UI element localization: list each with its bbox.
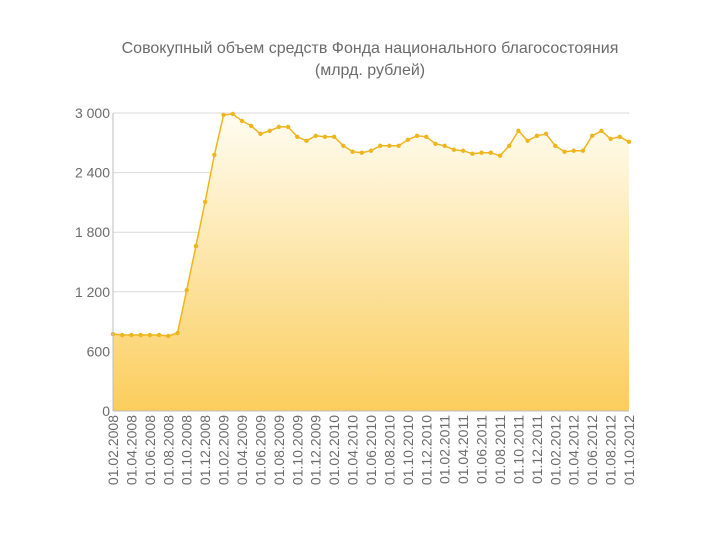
x-tick-label: 01.08.2010: [381, 415, 397, 485]
point: [617, 134, 622, 140]
area-fill: [113, 114, 629, 411]
point: [193, 243, 199, 249]
point: [488, 150, 493, 155]
x-tick-label: 01.06.2010: [363, 415, 379, 485]
x-tick-label: 01.08.2008: [160, 415, 176, 485]
point: [507, 143, 512, 148]
x-tick-label: 01.04.2009: [234, 415, 250, 485]
title-block: Совокупный объем средств Фонда националь…: [110, 38, 630, 82]
point: [497, 153, 503, 158]
x-tick-label: 01.06.2012: [584, 415, 600, 485]
point: [516, 128, 521, 134]
x-tick-label: 01.02.2010: [326, 415, 342, 485]
point: [249, 123, 254, 129]
point: [276, 124, 282, 130]
point: [341, 143, 346, 148]
point: [285, 124, 291, 130]
point: [543, 131, 549, 137]
point: [571, 148, 576, 153]
point: [525, 138, 530, 144]
x-tick-label: 01.02.2008: [105, 415, 121, 485]
x-tick-label: 01.08.2011: [492, 415, 508, 484]
point: [359, 150, 364, 155]
point: [147, 332, 153, 338]
point: [589, 133, 595, 139]
point: [138, 332, 143, 338]
x-tick-label: 01.08.2012: [603, 415, 619, 485]
point: [230, 111, 235, 117]
x-tick-label: 01.06.2011: [474, 415, 490, 484]
x-tick-label: 01.06.2008: [142, 415, 158, 485]
x-tick-label: 01.12.2011: [529, 415, 545, 484]
y-tick-label: 1 800: [75, 224, 110, 240]
point: [396, 143, 401, 148]
x-tick-label: 01.12.2010: [418, 415, 434, 485]
y-tick-label: 0: [102, 403, 110, 419]
x-tick-label: 01.12.2008: [197, 415, 213, 485]
x-tick-label: 01.10.2011: [510, 415, 526, 484]
point: [202, 199, 208, 205]
point: [175, 330, 180, 336]
point: [405, 137, 411, 143]
x-tick-label: 01.04.2008: [123, 415, 139, 485]
y-tick-label: 3 000: [75, 105, 110, 121]
point: [626, 139, 632, 145]
y-tick-label: 600: [87, 343, 111, 359]
point: [414, 133, 420, 139]
x-tick-label: 01.04.2012: [566, 415, 582, 485]
x-tick-label: 01.12.2009: [308, 415, 324, 485]
x-tick-label: 01.10.2009: [289, 415, 305, 485]
point: [120, 332, 125, 338]
x-tick-label: 01.02.2012: [547, 415, 563, 485]
x-tick-label: 01.10.2010: [400, 415, 416, 485]
point: [562, 149, 567, 154]
point: [378, 143, 383, 148]
point: [387, 143, 392, 148]
point: [479, 150, 484, 155]
x-tick-label: 01.02.2011: [437, 415, 453, 484]
point: [599, 128, 604, 134]
point: [322, 134, 328, 140]
point: [129, 332, 134, 338]
x-tick-label: 01.10.2012: [621, 415, 637, 485]
point: [184, 287, 189, 293]
point: [331, 134, 337, 140]
point: [304, 138, 309, 144]
point: [460, 148, 466, 153]
point: [313, 133, 318, 139]
chart-title: Совокупный объем средств Фонда националь…: [121, 40, 619, 57]
point: [295, 134, 300, 140]
point: [608, 136, 613, 142]
chart-subtitle: (млрд. рублей): [314, 62, 426, 79]
point: [267, 128, 272, 134]
x-tick-label: 01.06.2009: [252, 415, 268, 485]
point: [553, 143, 558, 148]
point: [350, 149, 355, 154]
point: [239, 118, 245, 124]
point: [368, 148, 374, 153]
point: [534, 133, 540, 139]
point: [424, 134, 429, 140]
point: [166, 333, 171, 339]
y-tick-label: 2 400: [75, 165, 110, 181]
point: [221, 112, 226, 118]
point: [470, 151, 475, 156]
point: [156, 332, 162, 338]
x-tick-label: 01.04.2010: [345, 415, 361, 485]
point: [451, 147, 457, 152]
point: [258, 131, 263, 137]
x-tick-label: 01.08.2009: [271, 415, 287, 485]
point: [212, 152, 217, 158]
point: [433, 141, 438, 146]
x-tick-label: 01.02.2009: [216, 415, 232, 485]
point: [442, 143, 447, 148]
x-tick-label: 01.04.2011: [455, 415, 471, 484]
y-tick-label: 1 200: [75, 284, 110, 300]
x-tick-label: 01.10.2008: [179, 415, 195, 485]
point: [580, 148, 586, 153]
